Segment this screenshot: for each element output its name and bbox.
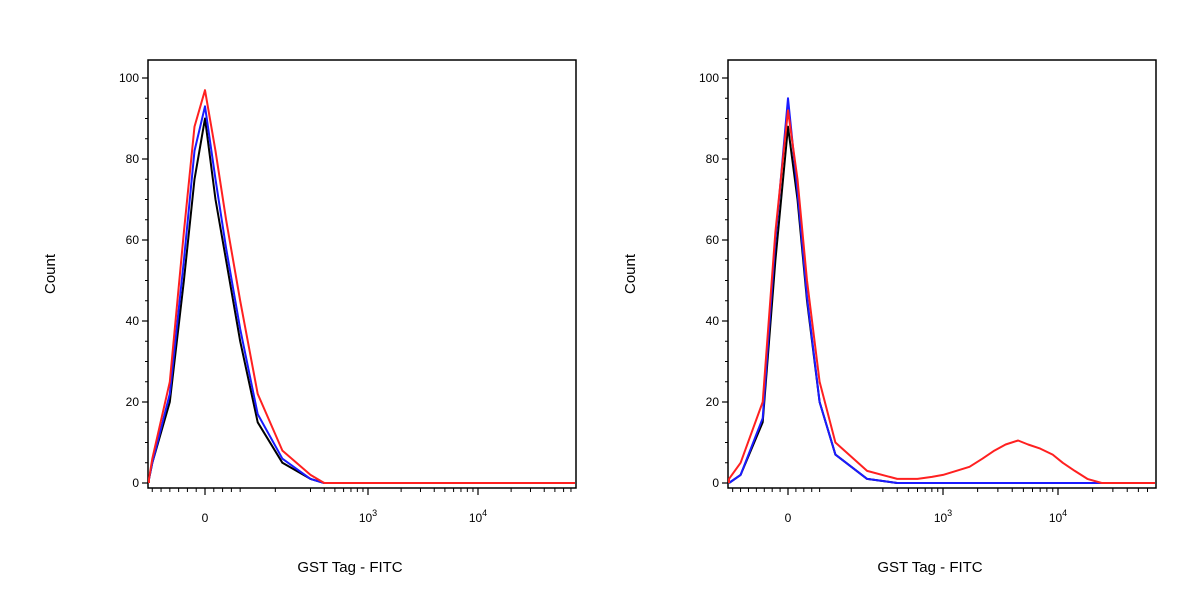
y-tick-label: 20 xyxy=(126,395,140,409)
x-tick-label: 104 xyxy=(469,508,487,525)
x-tick-label: 0 xyxy=(785,511,792,525)
histogram-series-1 xyxy=(728,125,1155,484)
histogram-series-2 xyxy=(148,105,575,484)
y-axis-title: Count xyxy=(622,253,639,294)
y-tick-label: 80 xyxy=(706,152,720,166)
x-tick-exponent: 4 xyxy=(482,508,487,518)
y-tick-label: 60 xyxy=(706,233,720,247)
histogram-panel-2: 0 20 40 60 80 100 0 103 104 Count GST Tag - FITC xyxy=(622,59,1157,576)
x-tick-label: 104 xyxy=(1049,508,1067,525)
x-tick-label: 0 xyxy=(202,511,209,525)
y-tick-label: 60 xyxy=(126,233,140,247)
y-axis-title: Count xyxy=(42,253,59,294)
histogram-series-2 xyxy=(728,97,1155,484)
histogram-panel-1: 0 20 40 60 80 100 0 103 104 Count GST Tag - FITC xyxy=(42,59,577,576)
x-tick-exponent: 3 xyxy=(372,508,377,518)
y-tick-label: 20 xyxy=(706,395,720,409)
plot-frame xyxy=(727,59,1157,489)
histogram-series-1 xyxy=(148,117,575,484)
y-tick-label: 80 xyxy=(126,152,140,166)
y-tick-label: 40 xyxy=(126,314,140,328)
x-axis-title: GST Tag - FITC xyxy=(297,559,402,576)
x-tick-label: 103 xyxy=(359,508,377,525)
y-tick-label: 100 xyxy=(119,71,139,85)
y-tick-label: 0 xyxy=(132,476,139,490)
plot-frame xyxy=(147,59,577,489)
y-tick-label: 100 xyxy=(699,71,719,85)
x-tick-exponent: 3 xyxy=(947,508,952,518)
y-tick-label: 0 xyxy=(712,476,719,490)
x-axis-title: GST Tag - FITC xyxy=(877,559,982,576)
y-tick-label: 40 xyxy=(706,314,720,328)
histogram-series-3 xyxy=(728,109,1155,484)
x-tick-exponent: 4 xyxy=(1062,508,1067,518)
histogram-series-3 xyxy=(148,89,575,484)
x-tick-label: 103 xyxy=(934,508,952,525)
